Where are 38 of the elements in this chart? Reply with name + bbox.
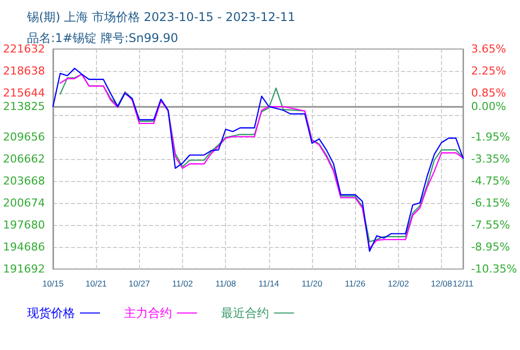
y-tick-label: 191692 — [2, 262, 45, 276]
x-tick-label: 12/11 — [452, 278, 474, 288]
y2-tick-label: 0.85% — [471, 86, 506, 100]
x-tick-label: 10/27 — [128, 278, 150, 288]
y-tick-label: 215644 — [2, 86, 45, 100]
x-tick-label: 11/08 — [215, 278, 236, 288]
x-tick-label: 11/20 — [302, 278, 323, 288]
legend-label: 最近合约 — [221, 306, 269, 320]
y2-tick-label: -10.35% — [471, 262, 518, 276]
y-tick-label: 213825 — [2, 100, 45, 113]
y-tick-label: 197680 — [2, 218, 45, 232]
y2-tick-label: -1.95% — [471, 130, 510, 144]
y2-tick-label: 0.00% — [471, 100, 506, 113]
y2-tick-label: 2.25% — [471, 64, 506, 78]
chart-subtitle: 品名:1#锡锭 牌号:Sn99.90 — [27, 31, 178, 45]
y-tick-label: 218638 — [2, 64, 45, 78]
y2-tick-label: -4.75% — [471, 174, 510, 188]
x-tick-label: 10/15 — [42, 278, 64, 288]
y-tick-label: 203668 — [2, 174, 45, 188]
y-tick-label: 221632 — [2, 42, 45, 56]
y-tick-label: 206662 — [2, 152, 45, 166]
y2-tick-label: -3.35% — [471, 152, 510, 166]
y-tick-label: 194686 — [2, 240, 45, 254]
x-tick-label: 10/21 — [86, 278, 108, 288]
y2-tick-label: -6.15% — [471, 196, 510, 210]
legend-label: 现货价格 — [27, 306, 75, 320]
legend-label: 主力合约 — [124, 306, 172, 320]
x-tick-label: 11/26 — [344, 278, 366, 288]
y2-tick-label: -8.95% — [471, 240, 510, 254]
x-tick-label: 12/08 — [430, 278, 452, 288]
y2-tick-label: -7.55% — [471, 218, 510, 232]
y-tick-label: 200674 — [2, 196, 45, 210]
y2-tick-label: 3.65% — [471, 42, 506, 56]
x-tick-label: 12/02 — [388, 278, 410, 288]
x-tick-label: 11/02 — [172, 278, 194, 288]
chart-title: 锡(期) 上海 市场价格 2023-10-15 - 2023-12-11 — [26, 10, 296, 24]
y-tick-label: 209656 — [2, 130, 45, 144]
x-tick-label: 11/14 — [258, 278, 280, 288]
